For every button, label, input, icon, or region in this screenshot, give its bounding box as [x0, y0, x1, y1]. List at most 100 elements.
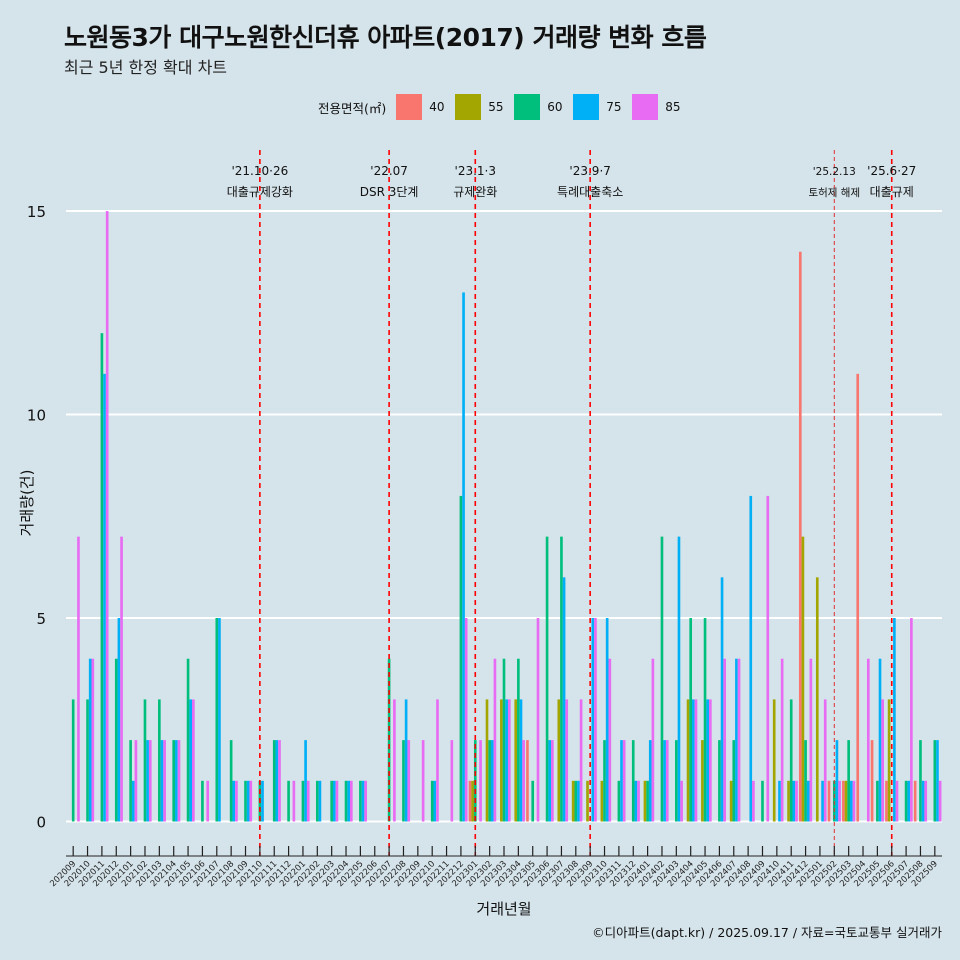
bar-75-202302 — [490, 740, 494, 822]
bar-85-202505 — [881, 699, 884, 822]
bar-85-202010 — [91, 658, 95, 822]
bar-60-202304 — [517, 658, 520, 822]
bar-60-202303 — [502, 658, 506, 822]
bar-85-202403 — [680, 780, 683, 822]
event-date-2: '23.1·3 — [455, 164, 496, 178]
event-label-1: DSR 3단계 — [360, 185, 419, 199]
y-tick-label-10: 10 — [27, 407, 46, 425]
bar-85-202306 — [551, 740, 554, 822]
bar-75-202404 — [692, 699, 695, 822]
bar-60-202212 — [459, 495, 463, 822]
bar-75-202109 — [246, 780, 250, 822]
bar-75-202309 — [591, 618, 595, 822]
bar-55-202309 — [586, 780, 589, 822]
bar-85-202210 — [436, 699, 439, 822]
legend-swatch-85 — [632, 94, 659, 120]
legend-label-40: 40 — [429, 100, 445, 114]
bar-60-202412 — [804, 740, 807, 822]
bar-55-202302 — [485, 699, 489, 822]
chart-title: 노원동3가 대구노원한신더휴 아파트(2017) 거래량 변화 흐름 — [64, 23, 707, 52]
event-date-1: '22.07 — [370, 164, 408, 178]
bar-75-202311 — [620, 740, 623, 822]
bar-75-202502 — [835, 740, 839, 822]
bar-85-202303 — [507, 699, 511, 822]
bar-55-202301 — [471, 780, 474, 822]
bar-75-202202 — [318, 780, 322, 822]
legend-swatch-40 — [396, 94, 423, 120]
chart-subtitle: 최근 5년 한정 확대 차트 — [64, 58, 228, 77]
bar-60-202307 — [560, 536, 563, 822]
legend-title: 전용면적(㎡) — [318, 100, 387, 116]
bar-60-202112 — [287, 780, 290, 822]
bar-40-202503 — [842, 780, 845, 822]
bar-60-202208 — [402, 740, 405, 822]
bar-60-202009 — [71, 699, 75, 822]
bar-55-202307 — [557, 699, 561, 822]
bar-85-202205 — [364, 780, 367, 822]
event-date-4: '25.2.13 — [813, 166, 856, 178]
bar-85-202309 — [594, 618, 597, 822]
bar-85-202411 — [795, 780, 798, 822]
x-axis-label: 거래년월 — [476, 900, 531, 918]
bar-85-202208 — [407, 740, 411, 822]
bar-75-202108 — [232, 780, 236, 822]
bar-85-202310 — [608, 658, 612, 822]
bar-75-202203 — [332, 780, 336, 822]
event-lines: '21.10·26 대출규제강화 '22.07 DSR 3단계 '23.1·3 규제완화 '… — [227, 150, 916, 856]
bar-55-202503 — [844, 780, 848, 822]
bar-85-202105 — [192, 699, 195, 822]
bar-75-202405 — [706, 699, 710, 822]
bar-60-202311 — [617, 780, 621, 822]
bar-75-202104 — [175, 740, 178, 822]
bar-60-202403 — [675, 740, 678, 822]
bar-55-202308 — [571, 780, 575, 822]
bar-60-202402 — [660, 536, 664, 822]
bar-85-202011 — [105, 211, 109, 822]
event-label-5: 대출규제 — [870, 185, 914, 199]
bar-85-202109 — [249, 780, 253, 822]
bar-75-202208 — [404, 699, 408, 822]
bar-40-202412 — [798, 251, 802, 822]
bar-60-202111 — [272, 740, 276, 822]
bar-60-202407 — [732, 740, 736, 822]
legend-label-85: 85 — [665, 100, 681, 114]
bar-75-202012 — [117, 618, 121, 822]
bar-40-202301 — [468, 780, 472, 822]
bar-85-202509 — [938, 780, 942, 822]
bar-60-202411 — [789, 699, 793, 822]
bar-55-202501 — [815, 577, 819, 822]
bar-85-202207 — [393, 699, 396, 822]
bar-60-202011 — [100, 333, 104, 822]
bar-75-202210 — [433, 780, 437, 822]
bar-75-202101 — [131, 780, 135, 822]
bar-75-202408 — [749, 495, 753, 822]
bar-40-202508 — [913, 780, 917, 822]
bar-75-202401 — [648, 740, 652, 822]
bar-75-202107 — [218, 618, 221, 822]
bar-75-202111 — [275, 740, 279, 822]
bar-60-202201 — [301, 780, 305, 822]
bar-60-202210 — [430, 780, 434, 822]
bar-60-202207 — [387, 658, 391, 822]
bar-85-202503 — [852, 780, 856, 822]
legend-label-75: 75 — [606, 100, 622, 114]
bar-60-202404 — [689, 618, 693, 822]
bar-75-202304 — [519, 699, 523, 822]
bar-75-202201 — [304, 740, 307, 822]
bar-60-202103 — [158, 699, 161, 822]
bar-85-202111 — [278, 740, 281, 822]
bar-85-202308 — [579, 699, 583, 822]
bar-60-202401 — [646, 780, 649, 822]
bar-60-202507 — [904, 780, 908, 822]
bar-60-202109 — [244, 780, 247, 822]
legend-swatch-75 — [573, 94, 600, 120]
bar-85-202103 — [163, 740, 166, 822]
bar-85-202204 — [350, 780, 353, 822]
event-date-3: '23.9·7 — [569, 164, 610, 178]
bar-55-202412 — [801, 536, 805, 822]
bar-55-202304 — [514, 699, 518, 822]
bar-75-202403 — [677, 536, 681, 822]
bar-60-202102 — [143, 699, 147, 822]
bar-75-202212 — [462, 292, 465, 822]
bar-60-202406 — [718, 740, 721, 822]
